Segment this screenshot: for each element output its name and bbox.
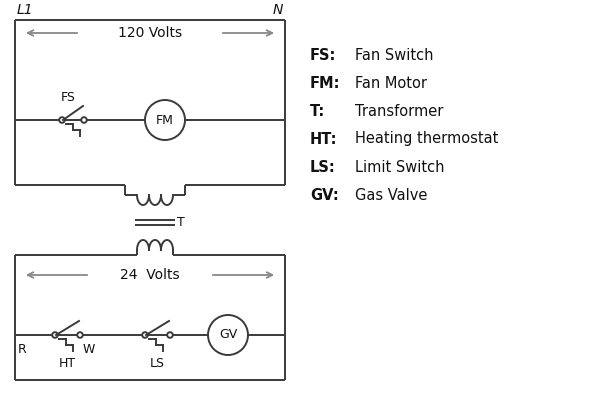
- Text: LS: LS: [150, 357, 165, 370]
- Text: FS: FS: [61, 91, 76, 104]
- Text: FM:: FM:: [310, 76, 340, 90]
- Text: T: T: [177, 216, 185, 229]
- Text: HT:: HT:: [310, 132, 337, 146]
- Circle shape: [142, 332, 148, 338]
- Text: Transformer: Transformer: [355, 104, 443, 118]
- Text: T:: T:: [310, 104, 325, 118]
- Text: 24  Volts: 24 Volts: [120, 268, 180, 282]
- Text: HT: HT: [59, 357, 76, 370]
- Text: L1: L1: [17, 3, 34, 17]
- Text: Fan Motor: Fan Motor: [355, 76, 427, 90]
- Text: FS:: FS:: [310, 48, 336, 62]
- Text: W: W: [83, 343, 96, 356]
- Text: Heating thermostat: Heating thermostat: [355, 132, 499, 146]
- Circle shape: [77, 332, 83, 338]
- Text: FM: FM: [156, 114, 174, 126]
- Circle shape: [52, 332, 58, 338]
- Text: R: R: [18, 343, 27, 356]
- Text: LS:: LS:: [310, 160, 336, 174]
- Text: Fan Switch: Fan Switch: [355, 48, 434, 62]
- Text: 120 Volts: 120 Volts: [118, 26, 182, 40]
- Circle shape: [167, 332, 173, 338]
- Text: Limit Switch: Limit Switch: [355, 160, 444, 174]
- Circle shape: [59, 117, 65, 123]
- Text: N: N: [273, 3, 283, 17]
- Text: GV: GV: [219, 328, 237, 342]
- Circle shape: [208, 315, 248, 355]
- Circle shape: [145, 100, 185, 140]
- Text: Gas Valve: Gas Valve: [355, 188, 427, 202]
- Circle shape: [81, 117, 87, 123]
- Text: GV:: GV:: [310, 188, 339, 202]
